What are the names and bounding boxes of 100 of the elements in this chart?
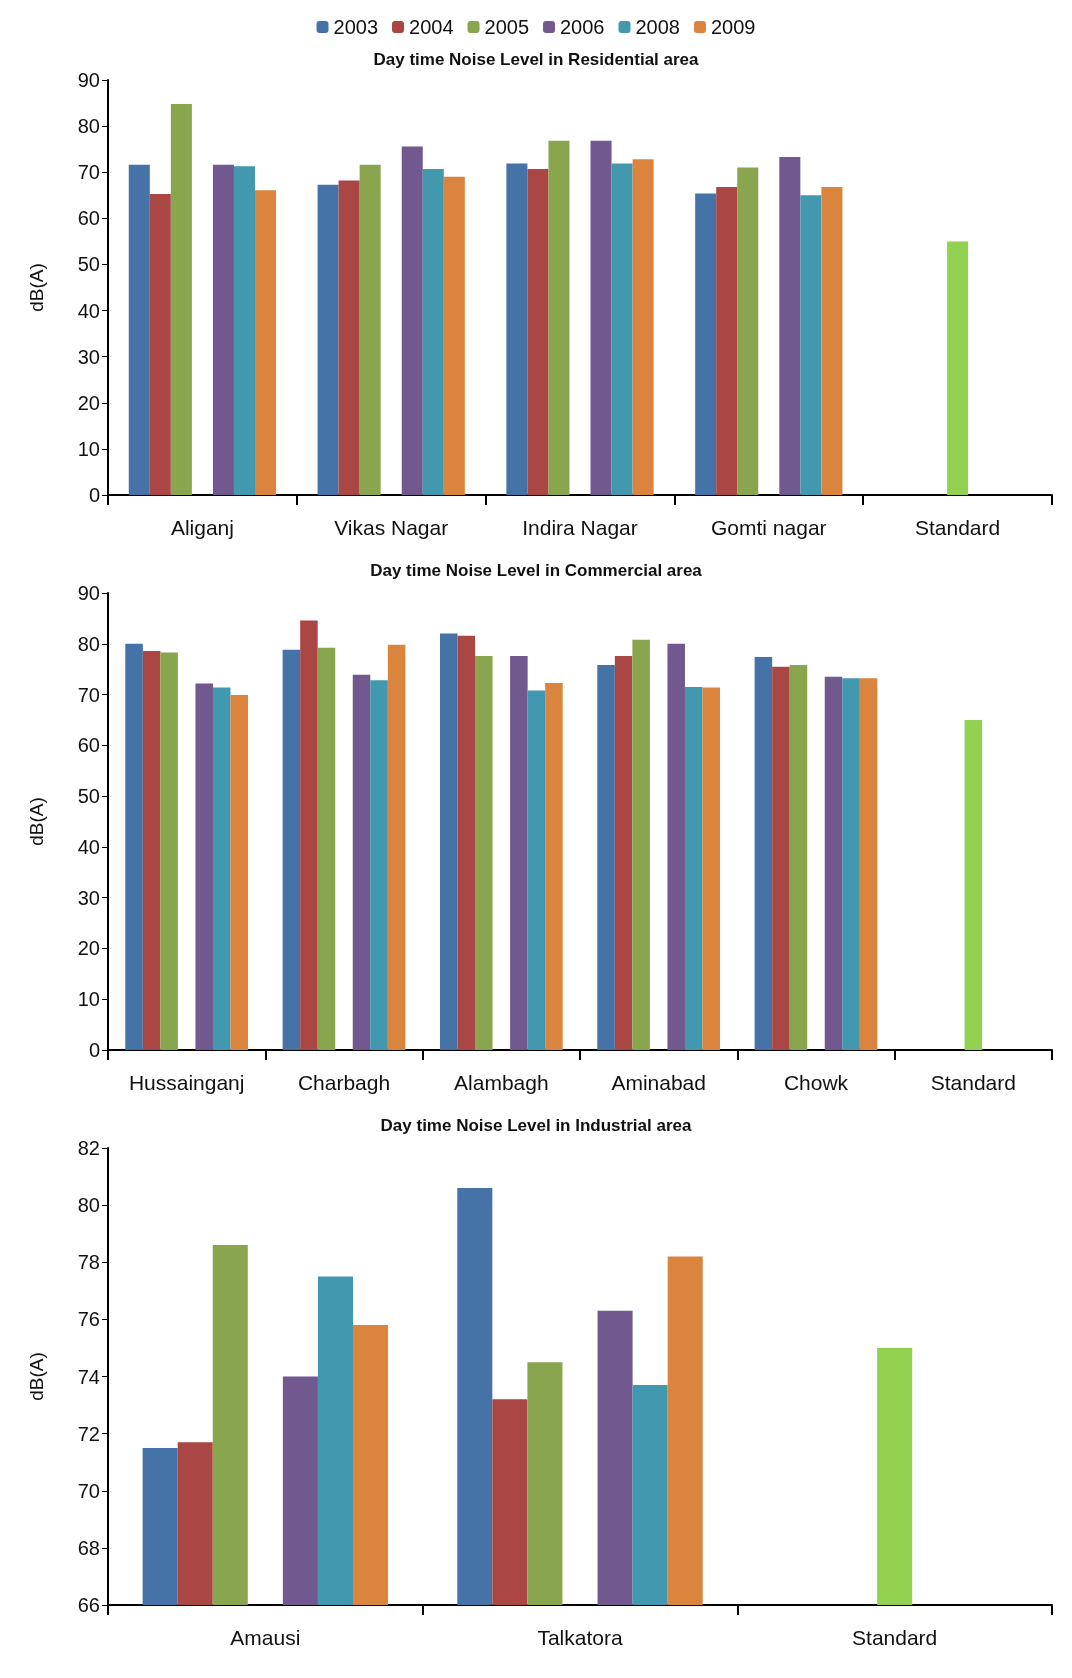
x-tick-label: Hussainganj [128, 1071, 245, 1094]
x-tick-label: Gomti nagar [711, 516, 827, 539]
bar [597, 665, 615, 1050]
bar [789, 665, 808, 1050]
legend-label: 2006 [560, 16, 605, 38]
legend-label: 2003 [333, 16, 379, 38]
chart-title: Day time Noise Level in Industrial area [380, 1116, 692, 1135]
bar [170, 103, 192, 495]
bar [702, 687, 721, 1050]
bar [611, 163, 633, 495]
x-tick-label: Alambagh [454, 1071, 549, 1094]
legend-label: 2008 [635, 16, 680, 38]
bar [824, 676, 843, 1050]
bar [821, 186, 843, 495]
y-tick-label: 30 [77, 345, 100, 368]
bar [401, 146, 423, 495]
bar [842, 678, 860, 1050]
y-tick-label: 80 [77, 115, 100, 138]
bar [510, 655, 528, 1050]
bar [947, 241, 969, 495]
bar [527, 168, 549, 495]
bar [527, 690, 546, 1050]
bar [548, 140, 570, 495]
bar [317, 184, 339, 495]
y-tick-label: 80 [77, 632, 100, 655]
bar [439, 633, 458, 1050]
bar [300, 620, 318, 1050]
bar [230, 695, 249, 1050]
bar [684, 686, 703, 1050]
bar [695, 193, 717, 495]
y-axis-title: dB(A) [26, 1352, 47, 1401]
x-tick-label: Standard [914, 516, 1001, 539]
bar [317, 647, 336, 1050]
x-tick-label: Amausi [230, 1626, 301, 1649]
x-tick-label: Chowk [783, 1071, 849, 1094]
chart-title: Day time Noise Level in Residential area [373, 50, 700, 69]
legend-label: 2005 [484, 16, 530, 38]
y-axis-title: dB(A) [26, 797, 47, 846]
bar [737, 167, 759, 495]
y-tick-label: 0 [88, 484, 100, 506]
x-tick-label: Talkatora [537, 1626, 623, 1649]
x-tick-label: Charbagh [297, 1071, 391, 1094]
bar [254, 190, 277, 495]
bar [667, 643, 685, 1050]
bar [590, 140, 612, 495]
y-tick-label: 68 [77, 1536, 100, 1559]
bar [149, 193, 171, 495]
y-axis-title: dB(A) [26, 263, 47, 312]
bar [772, 666, 790, 1050]
bar [359, 164, 381, 495]
x-tick-label: Standard [852, 1626, 938, 1649]
y-tick-label: 82 [77, 1137, 100, 1159]
y-tick-label: 70 [77, 161, 100, 184]
bar [422, 168, 444, 495]
bar [338, 180, 360, 495]
y-tick-label: 20 [77, 391, 100, 414]
y-tick-label: 10 [77, 437, 100, 460]
bar [457, 635, 476, 1050]
y-tick-label: 60 [77, 734, 100, 757]
bar [282, 649, 301, 1050]
y-tick-label: 66 [77, 1594, 100, 1616]
bar [443, 176, 465, 495]
y-tick-label: 30 [77, 886, 100, 909]
y-tick-label: 40 [77, 835, 100, 858]
y-tick-label: 74 [77, 1365, 100, 1388]
bar [964, 719, 983, 1050]
y-tick-label: 60 [77, 207, 100, 230]
bar [233, 166, 255, 495]
chart-title: Day time Noise Level in Commercial area [370, 561, 703, 580]
bar [779, 157, 801, 495]
bar [125, 643, 143, 1050]
bar [142, 650, 161, 1050]
bar [545, 682, 563, 1050]
bar [506, 163, 528, 495]
bar [475, 655, 493, 1050]
bar [716, 186, 738, 495]
bar [632, 159, 654, 495]
legend-label: 2004 [409, 16, 454, 38]
y-tick-label: 72 [77, 1422, 100, 1445]
x-tick-label: Aliganj [170, 516, 234, 539]
y-tick-label: 78 [77, 1251, 100, 1274]
bar [195, 683, 213, 1050]
x-tick-label: Aminabad [611, 1071, 706, 1094]
y-tick-label: 40 [77, 299, 100, 322]
x-tick-label: Vikas Nagar [334, 516, 449, 539]
bar [387, 644, 406, 1050]
bar [614, 655, 633, 1050]
y-tick-label: 90 [77, 69, 100, 91]
bar [212, 164, 234, 495]
y-tick-label: 0 [88, 1039, 100, 1061]
y-tick-label: 70 [77, 1479, 100, 1502]
bar [859, 678, 878, 1050]
y-tick-label: 90 [77, 582, 100, 604]
x-tick-label: Standard [930, 1071, 1016, 1094]
x-tick-label: Indira Nagar [522, 516, 638, 539]
y-tick-label: 20 [77, 937, 100, 960]
y-tick-label: 70 [77, 683, 100, 706]
bar [754, 656, 773, 1050]
bar [128, 164, 150, 495]
bar [160, 652, 178, 1050]
